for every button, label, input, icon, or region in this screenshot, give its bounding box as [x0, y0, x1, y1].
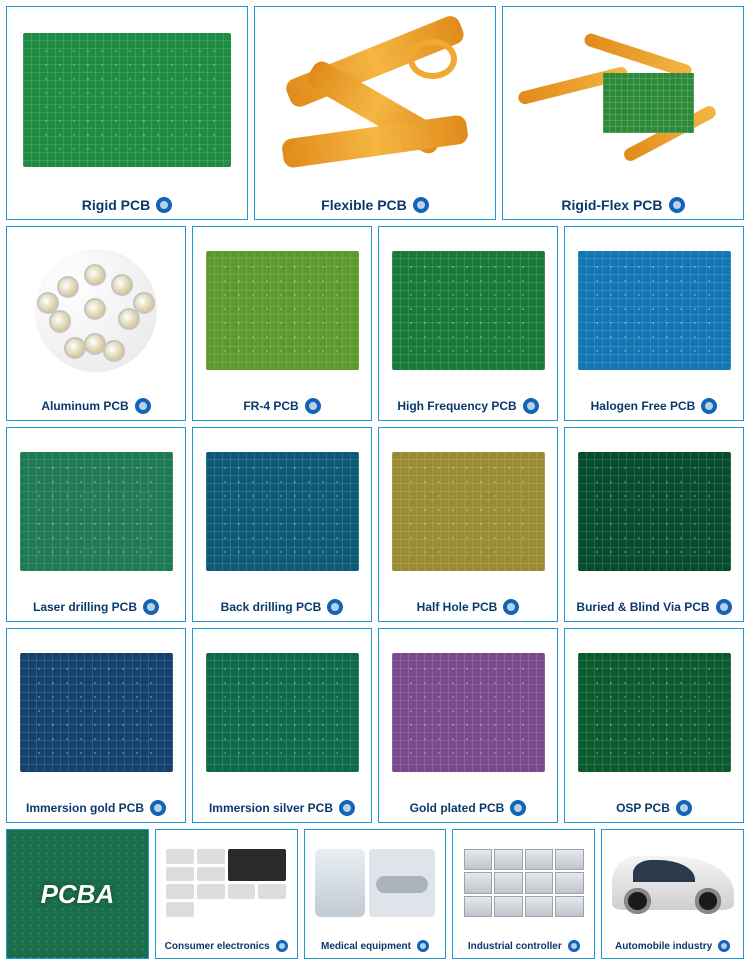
product-image	[379, 629, 557, 796]
product-label-row: Rigid PCB	[7, 193, 247, 219]
product-label: Buried & Blind Via PCB	[576, 600, 709, 614]
product-card[interactable]: Buried & Blind Via PCB	[564, 427, 744, 622]
product-image	[305, 830, 446, 936]
product-label-row: High Frequency PCB	[379, 394, 557, 420]
product-card[interactable]: Immersion gold PCB	[6, 628, 186, 823]
product-grid: Rigid PCB Flexible PCB Rigid-Flex PCB Alumi…	[0, 0, 750, 965]
product-image	[602, 830, 743, 936]
product-label: Aluminum PCB	[41, 399, 128, 413]
product-card[interactable]: High Frequency PCB	[378, 226, 558, 421]
product-card[interactable]: Rigid-Flex PCB	[502, 6, 744, 220]
product-label-row: Industrial controller	[453, 936, 594, 958]
product-label-row: Rigid-Flex PCB	[503, 193, 743, 219]
product-label: Gold plated PCB	[410, 801, 505, 815]
product-card[interactable]: Medical equipment	[304, 829, 447, 959]
product-card[interactable]: Back drilling PCB	[192, 427, 372, 622]
product-image	[565, 227, 743, 394]
product-card[interactable]: FR-4 PCB	[192, 226, 372, 421]
bullet-ring-icon	[417, 940, 429, 952]
product-image	[156, 830, 297, 936]
product-image	[565, 629, 743, 796]
product-label-row: FR-4 PCB	[193, 394, 371, 420]
bullet-ring-icon	[339, 800, 355, 816]
product-label: High Frequency PCB	[397, 399, 516, 413]
product-card[interactable]: Aluminum PCB	[6, 226, 186, 421]
product-label-row: Immersion silver PCB	[193, 796, 371, 822]
product-label-row: Gold plated PCB	[379, 796, 557, 822]
bullet-ring-icon	[413, 197, 429, 213]
product-image	[565, 428, 743, 595]
product-label: Flexible PCB	[321, 197, 407, 213]
product-label-row: Halogen Free PCB	[565, 394, 743, 420]
product-label: Rigid PCB	[82, 197, 150, 213]
bullet-ring-icon	[143, 599, 159, 615]
product-label: Halogen Free PCB	[591, 399, 696, 413]
product-label: Immersion gold PCB	[26, 801, 144, 815]
product-image	[379, 227, 557, 394]
product-label-row: Flexible PCB	[255, 193, 495, 219]
product-image	[7, 629, 185, 796]
bullet-ring-icon	[701, 398, 717, 414]
product-card[interactable]: Gold plated PCB	[378, 628, 558, 823]
product-card[interactable]: Industrial controller	[452, 829, 595, 959]
product-label: Automobile industry	[615, 941, 712, 952]
product-label-row: Aluminum PCB	[7, 394, 185, 420]
product-label: Industrial controller	[468, 941, 562, 952]
product-label-row: Back drilling PCB	[193, 595, 371, 621]
product-card[interactable]: Rigid PCB	[6, 6, 248, 220]
product-image	[379, 428, 557, 595]
product-card[interactable]: Automobile industry	[601, 829, 744, 959]
product-label-row: Medical equipment	[305, 936, 446, 958]
product-image	[193, 428, 371, 595]
product-image	[7, 227, 185, 394]
bullet-ring-icon	[135, 398, 151, 414]
product-label: Medical equipment	[321, 941, 411, 952]
product-label: Back drilling PCB	[221, 600, 322, 614]
product-card[interactable]: Consumer electronics	[155, 829, 298, 959]
pcba-heading: PCBA	[7, 830, 148, 958]
bullet-ring-icon	[510, 800, 526, 816]
product-card[interactable]: Immersion silver PCB	[192, 628, 372, 823]
product-label-row: Laser drilling PCB	[7, 595, 185, 621]
pcba-heading-label: PCBA	[41, 879, 115, 910]
product-label-row: OSP PCB	[565, 796, 743, 822]
product-card[interactable]: Halogen Free PCB	[564, 226, 744, 421]
product-label: Half Hole PCB	[417, 600, 498, 614]
product-card[interactable]: Half Hole PCB	[378, 427, 558, 622]
product-card[interactable]: Flexible PCB	[254, 6, 496, 220]
product-card[interactable]: OSP PCB	[564, 628, 744, 823]
product-label: Consumer electronics	[165, 941, 270, 952]
product-label-row: Buried & Blind Via PCB	[565, 595, 743, 621]
product-label-row: Automobile industry	[602, 936, 743, 958]
bullet-ring-icon	[523, 398, 539, 414]
product-card[interactable]: PCBA	[6, 829, 149, 959]
product-label: OSP PCB	[616, 801, 670, 815]
bullet-ring-icon	[503, 599, 519, 615]
product-image	[193, 227, 371, 394]
bullet-ring-icon	[156, 197, 172, 213]
product-label: Rigid-Flex PCB	[561, 197, 662, 213]
product-image	[453, 830, 594, 936]
product-label-row: Immersion gold PCB	[7, 796, 185, 822]
product-card[interactable]: Laser drilling PCB	[6, 427, 186, 622]
bullet-ring-icon	[716, 599, 732, 615]
product-label: Immersion silver PCB	[209, 801, 333, 815]
bullet-ring-icon	[676, 800, 692, 816]
bullet-ring-icon	[276, 940, 288, 952]
product-image	[7, 428, 185, 595]
product-label-row: Consumer electronics	[156, 936, 297, 958]
bullet-ring-icon	[718, 940, 730, 952]
bullet-ring-icon	[327, 599, 343, 615]
product-image	[503, 7, 743, 193]
bullet-ring-icon	[305, 398, 321, 414]
product-label: FR-4 PCB	[243, 399, 298, 413]
product-label: Laser drilling PCB	[33, 600, 137, 614]
bullet-ring-icon	[568, 940, 580, 952]
bullet-ring-icon	[150, 800, 166, 816]
product-image	[193, 629, 371, 796]
product-image	[7, 7, 247, 193]
bullet-ring-icon	[669, 197, 685, 213]
product-image	[255, 7, 495, 193]
product-label-row: Half Hole PCB	[379, 595, 557, 621]
